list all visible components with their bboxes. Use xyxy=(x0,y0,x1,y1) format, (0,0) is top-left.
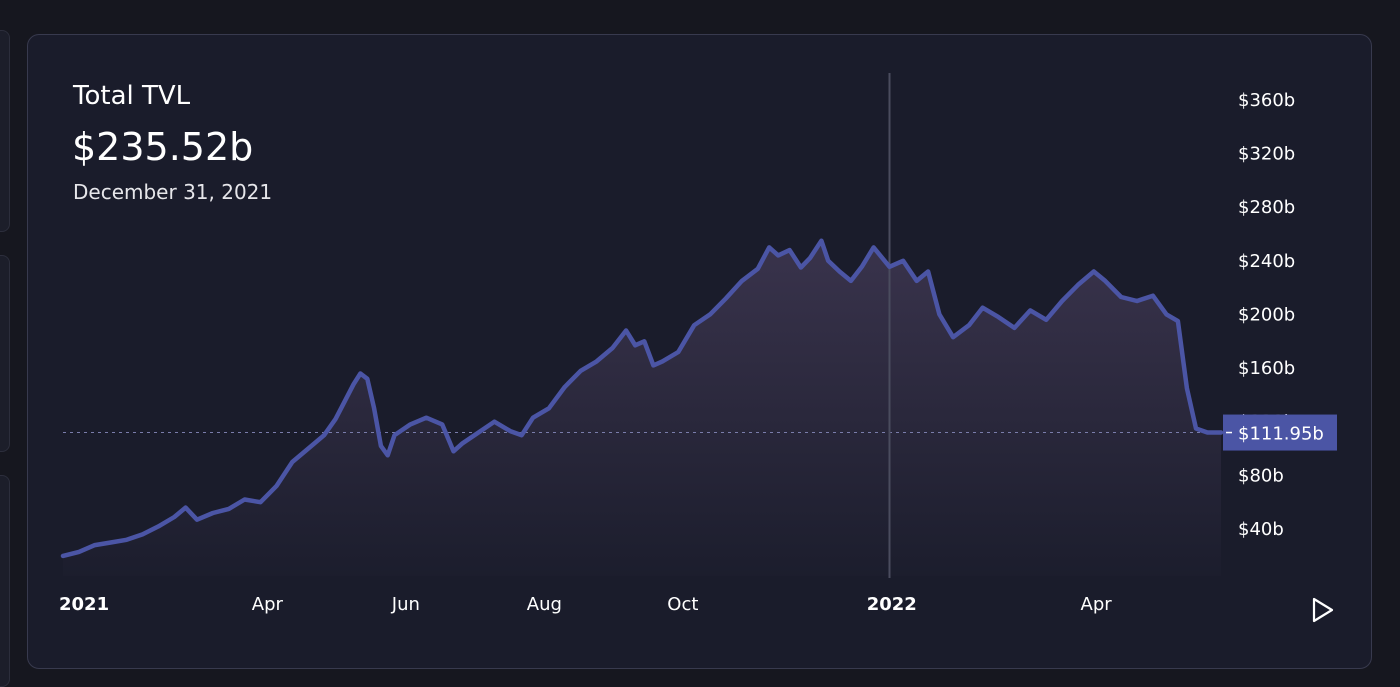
x-tick-label: Jun xyxy=(391,594,420,615)
tvl-series-line xyxy=(60,238,1224,559)
x-tick-label: Apr xyxy=(1081,594,1113,615)
y-tick-label: $160b xyxy=(1238,358,1295,379)
x-tick-label: Oct xyxy=(667,594,698,615)
tvl-chart-card: Total TVL $235.52b December 31, 2021 $40… xyxy=(27,34,1372,669)
y-tick-label: $280b xyxy=(1238,197,1295,218)
tvl-area-chart[interactable]: $40b$80b$120b$160b$200b$240b$280b$320b$3… xyxy=(28,35,1372,669)
tvl-value: $235.52b xyxy=(72,125,254,169)
side-panel-edge-middle xyxy=(0,255,10,452)
y-tick-label: $40b xyxy=(1238,519,1284,540)
y-tick-label: $80b xyxy=(1238,465,1284,486)
last-value-label: $111.95b xyxy=(1238,424,1324,445)
chart-title: Total TVL xyxy=(73,81,191,111)
tvl-area-fill xyxy=(63,240,1221,576)
tvl-date: December 31, 2021 xyxy=(73,180,273,204)
side-panel-edge-bottom xyxy=(0,475,10,687)
y-tick-label: $240b xyxy=(1238,251,1295,272)
x-tick-label: 2021 xyxy=(59,594,109,615)
x-tick-label: Apr xyxy=(252,594,284,615)
x-tick-label: 2022 xyxy=(867,594,917,615)
x-tick-label: Aug xyxy=(527,594,562,615)
y-tick-label: $200b xyxy=(1238,304,1295,325)
last-value-badge xyxy=(1223,414,1337,451)
side-panel-edge-top xyxy=(0,30,10,232)
play-icon[interactable] xyxy=(1308,596,1336,624)
y-tick-label: $360b xyxy=(1238,90,1295,111)
y-tick-label: $320b xyxy=(1238,143,1295,164)
